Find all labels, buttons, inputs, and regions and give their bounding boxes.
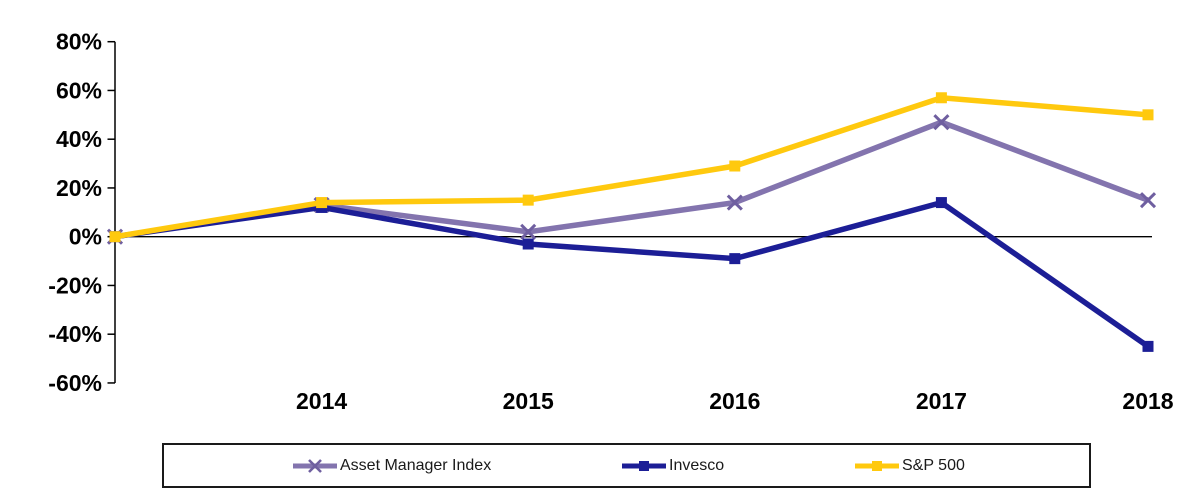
x-axis-label: 2017 bbox=[916, 388, 967, 414]
legend: Asset Manager Index Invesco S&P 500 bbox=[162, 443, 1091, 488]
marker-invesco bbox=[935, 197, 947, 209]
marker-s-p-500 bbox=[935, 92, 947, 104]
legend-label: S&P 500 bbox=[902, 456, 965, 474]
x-axis-label: 2014 bbox=[296, 388, 347, 414]
y-axis-label: -40% bbox=[48, 321, 102, 347]
marker-invesco bbox=[522, 238, 534, 250]
x-axis-label: 2016 bbox=[709, 388, 760, 414]
legend-label: Asset Manager Index bbox=[340, 456, 492, 474]
marker-invesco bbox=[729, 253, 741, 265]
y-axis-label: 0% bbox=[69, 224, 102, 250]
line-chart: 80% 60% 40% 20% 0% -20% -40% -60% 2014 2015 2016 20… bbox=[48, 29, 1173, 414]
series-line-asset-manager-index bbox=[114, 119, 1149, 240]
y-axis-label: 60% bbox=[56, 77, 102, 103]
marker-s-p-500 bbox=[109, 231, 121, 243]
x-axis-label: 2015 bbox=[503, 388, 554, 414]
y-axis-label: -60% bbox=[48, 370, 102, 396]
legend-item-asset-manager-index: Asset Manager Index bbox=[292, 445, 491, 486]
marker-s-p-500 bbox=[1142, 109, 1154, 121]
y-axis-label: 20% bbox=[56, 175, 102, 201]
sp500-line-sample-icon bbox=[855, 460, 899, 471]
asset-manager-index-line-sample-icon bbox=[293, 458, 337, 473]
marker-s-p-500 bbox=[729, 160, 741, 172]
legend-item-invesco: Invesco bbox=[621, 445, 724, 486]
x-axis-label: 2018 bbox=[1122, 388, 1173, 414]
marker-s-p-500 bbox=[316, 197, 328, 209]
y-axis-label: 40% bbox=[56, 126, 102, 152]
marker-s-p-500 bbox=[522, 194, 534, 206]
invesco-line-sample-icon bbox=[622, 460, 666, 471]
marker-asset-manager-index bbox=[933, 114, 950, 131]
marker-asset-manager-index bbox=[520, 223, 537, 240]
marker-asset-manager-index bbox=[726, 194, 743, 211]
y-axis-label: -20% bbox=[48, 272, 102, 298]
series-line-invesco bbox=[114, 199, 1150, 349]
marker-asset-manager-index bbox=[1139, 192, 1157, 209]
series-line-s-p-500 bbox=[114, 94, 1149, 240]
y-axis-label: 80% bbox=[56, 29, 102, 55]
legend-label: Invesco bbox=[669, 456, 725, 474]
legend-item-sp500: S&P 500 bbox=[854, 445, 965, 486]
marker-invesco bbox=[1142, 340, 1154, 352]
